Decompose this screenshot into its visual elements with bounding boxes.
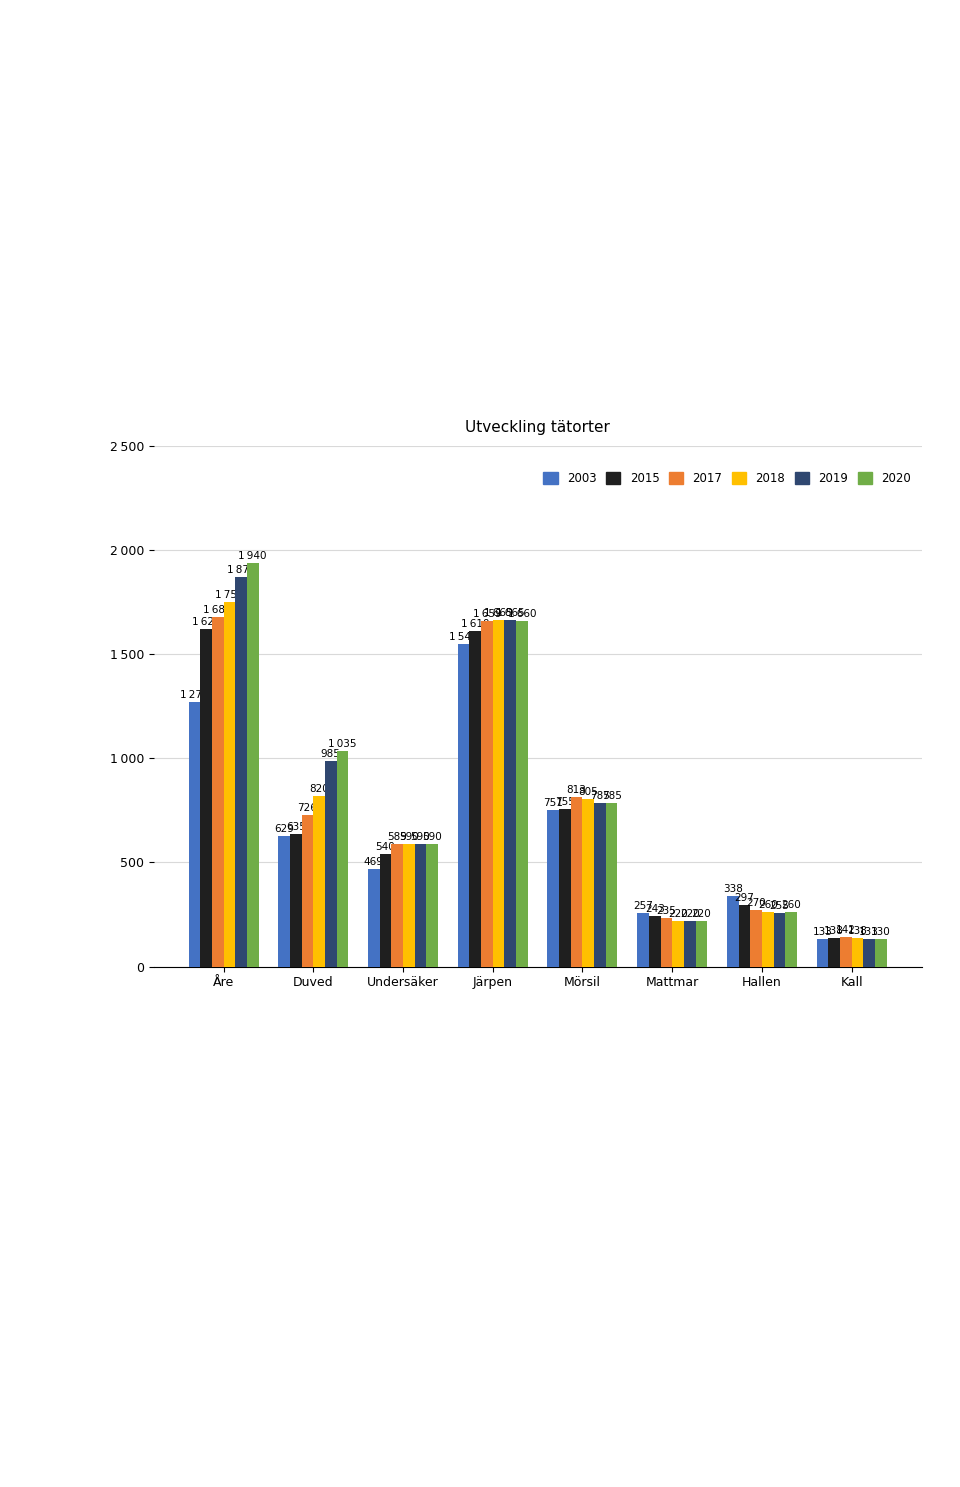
Text: 1 271: 1 271 (180, 690, 208, 700)
Bar (774, 913, 785, 967)
Text: 260: 260 (757, 900, 778, 910)
Bar (504, 620, 516, 967)
Text: 255: 255 (770, 901, 789, 912)
Bar (188, 702, 201, 967)
Bar (278, 836, 290, 967)
Text: 820: 820 (309, 784, 329, 794)
Text: 133: 133 (812, 926, 832, 937)
Bar (235, 577, 247, 967)
Text: 235: 235 (657, 906, 676, 916)
Text: 260: 260 (781, 900, 801, 910)
Bar (368, 868, 379, 967)
Text: 785: 785 (590, 791, 610, 801)
Bar (660, 917, 672, 967)
Text: 1 620: 1 620 (192, 617, 220, 628)
Title: Utveckling tätorter: Utveckling tätorter (466, 421, 610, 436)
Text: 1 665: 1 665 (484, 608, 513, 619)
Bar (606, 803, 617, 967)
Bar (426, 843, 438, 967)
Text: 1 660: 1 660 (508, 608, 536, 619)
Bar (649, 916, 660, 967)
Bar (415, 843, 426, 967)
Bar (458, 644, 469, 967)
Text: 297: 297 (734, 892, 755, 903)
Bar (840, 937, 852, 967)
Text: 590: 590 (399, 831, 419, 842)
Bar (594, 803, 606, 967)
Bar (751, 910, 762, 967)
Bar (637, 913, 649, 967)
Text: 635: 635 (286, 822, 305, 833)
Bar (727, 897, 738, 967)
Text: 1 750: 1 750 (215, 590, 244, 601)
Text: 142: 142 (836, 925, 855, 935)
Text: 755: 755 (555, 797, 575, 807)
Text: 751: 751 (543, 799, 564, 807)
Text: 1 870: 1 870 (227, 565, 255, 575)
Text: 813: 813 (566, 785, 587, 796)
Text: 785: 785 (602, 791, 621, 801)
Text: 1 659: 1 659 (472, 610, 501, 619)
Bar (481, 622, 492, 967)
Text: 590: 590 (411, 831, 430, 842)
Text: 138: 138 (825, 926, 844, 935)
Bar (224, 602, 235, 967)
Text: 220: 220 (668, 909, 688, 919)
Bar (559, 809, 571, 967)
Text: 1 665: 1 665 (496, 608, 524, 619)
Text: 220: 220 (691, 909, 711, 919)
Text: 1 681: 1 681 (204, 605, 232, 614)
Bar (313, 796, 324, 967)
Text: 338: 338 (723, 885, 743, 894)
Text: 726: 726 (298, 803, 318, 813)
Bar (817, 938, 828, 967)
Bar (392, 845, 403, 967)
Text: 1 610: 1 610 (461, 619, 490, 629)
Bar (337, 751, 348, 967)
Bar (672, 920, 684, 967)
Bar (301, 815, 313, 967)
Bar (247, 562, 258, 967)
Bar (738, 904, 751, 967)
Bar (696, 920, 708, 967)
Text: 805: 805 (579, 787, 598, 797)
Bar (469, 632, 481, 967)
Bar (583, 799, 594, 967)
Text: 138: 138 (848, 926, 868, 935)
Text: 540: 540 (375, 842, 396, 852)
Bar (852, 938, 863, 967)
Text: 270: 270 (746, 898, 766, 909)
Bar (516, 622, 528, 967)
Text: 985: 985 (321, 749, 341, 760)
Bar (403, 843, 415, 967)
Bar (212, 617, 224, 967)
Text: 257: 257 (633, 901, 653, 912)
Bar (785, 913, 797, 967)
Bar (492, 620, 504, 967)
Bar (547, 810, 559, 967)
Bar (379, 854, 392, 967)
Text: 590: 590 (422, 831, 442, 842)
Text: 469: 469 (364, 857, 384, 867)
Bar (863, 938, 875, 967)
Legend: 2003, 2015, 2017, 2018, 2019, 2020: 2003, 2015, 2017, 2018, 2019, 2020 (539, 467, 916, 491)
Text: 589: 589 (387, 831, 407, 842)
Text: 130: 130 (871, 928, 891, 937)
Bar (828, 938, 840, 967)
Text: 1 035: 1 035 (328, 739, 357, 749)
Bar (201, 629, 212, 967)
Bar (571, 797, 583, 967)
Text: 629: 629 (275, 824, 294, 834)
Bar (324, 761, 337, 967)
Text: 133: 133 (859, 926, 879, 937)
Bar (875, 940, 887, 967)
Text: 1 548: 1 548 (449, 632, 478, 642)
Bar (684, 920, 696, 967)
Bar (762, 913, 774, 967)
Text: 243: 243 (645, 904, 664, 915)
Text: 220: 220 (680, 909, 700, 919)
Text: 1 940: 1 940 (238, 550, 267, 561)
Bar (290, 834, 301, 967)
